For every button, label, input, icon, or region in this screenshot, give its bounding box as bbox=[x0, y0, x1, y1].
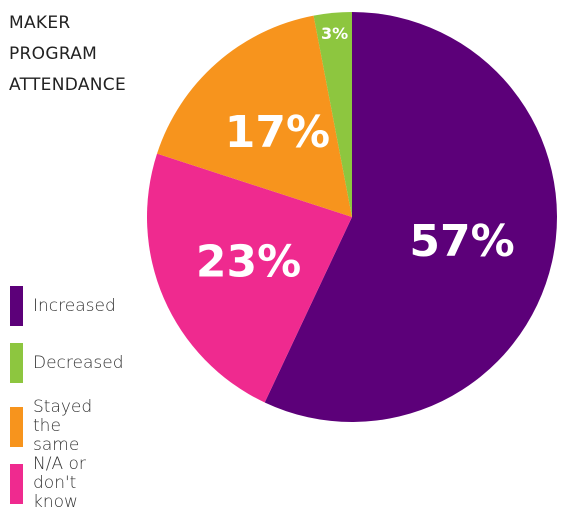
slice-label: 23% bbox=[196, 236, 301, 287]
legend-label: Decreased bbox=[33, 352, 124, 373]
legend-label: N/A or don't know bbox=[33, 454, 86, 512]
legend-item: Increased bbox=[10, 286, 133, 326]
legend-swatch bbox=[10, 463, 23, 504]
chart-title: MAKER PROGRAM ATTENDANCE bbox=[9, 13, 126, 95]
pie-slice bbox=[157, 15, 352, 217]
slice-label: 3% bbox=[321, 24, 348, 43]
pie-slice bbox=[313, 12, 352, 217]
slice-label: 17% bbox=[225, 107, 330, 158]
legend-label: Stayed the same bbox=[33, 397, 93, 455]
legend-item: Stayed the same bbox=[10, 398, 108, 455]
pie-slice bbox=[146, 153, 352, 403]
legend-swatch bbox=[10, 343, 23, 383]
legend-swatch bbox=[10, 286, 23, 326]
legend-item: Decreased bbox=[10, 343, 133, 383]
legend-swatch bbox=[10, 406, 23, 447]
slice-label: 57% bbox=[409, 216, 514, 267]
legend-label: Increased bbox=[33, 295, 116, 316]
legend-item: N/A or don't know bbox=[10, 455, 108, 512]
pie-slice bbox=[264, 12, 557, 423]
